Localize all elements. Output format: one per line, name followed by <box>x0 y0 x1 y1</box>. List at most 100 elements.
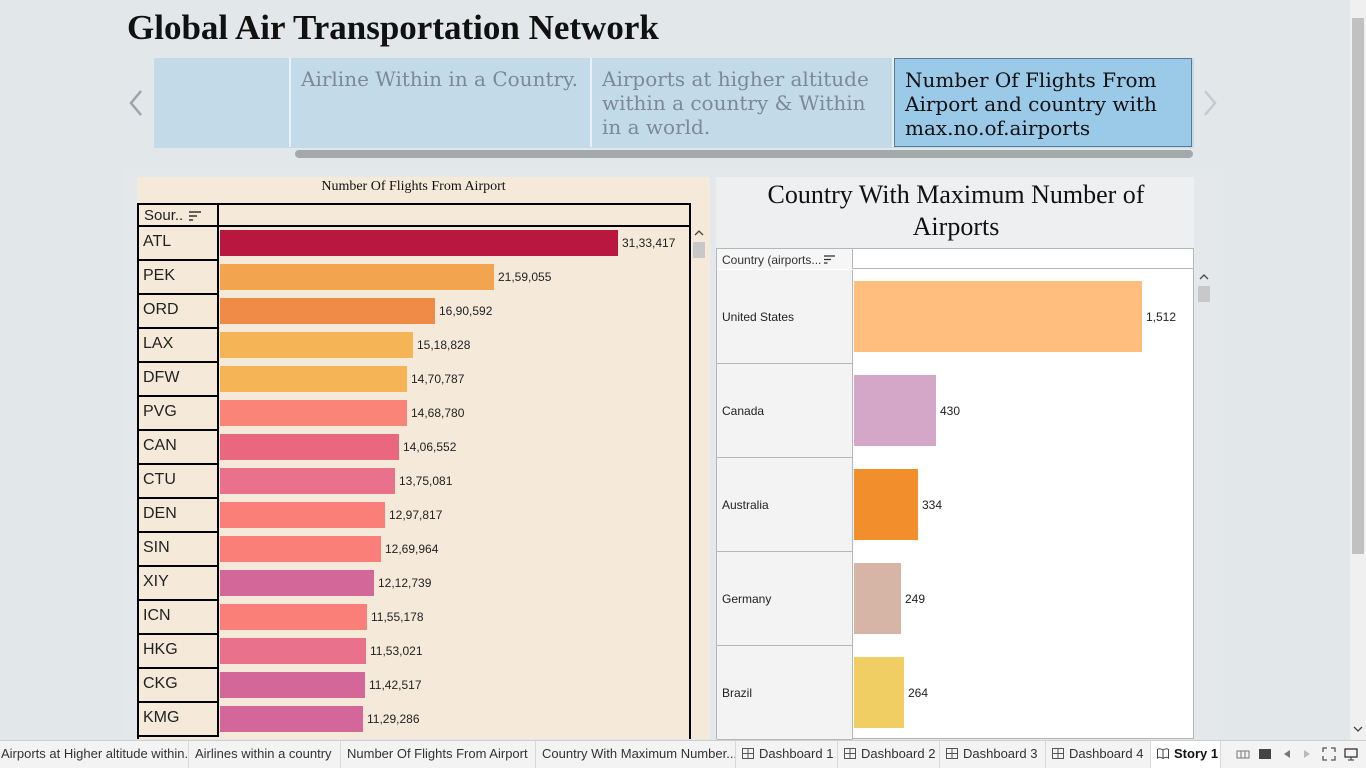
airport-code-label[interactable]: ICN <box>139 601 219 635</box>
sheet-tab[interactable]: Country With Maximum Number... <box>536 741 736 768</box>
story-navigator: Airline Within in a Country. Airports at… <box>154 58 1194 148</box>
sort-icon[interactable] <box>189 211 203 221</box>
airport-code-label[interactable]: PEK <box>139 261 219 295</box>
left-sheet-scrollbar[interactable] <box>691 226 707 739</box>
airport-code-label[interactable]: ORD <box>139 295 219 329</box>
sheet-tab[interactable]: Dashboard 1 <box>736 741 838 768</box>
airports-value-label: 430 <box>940 404 961 418</box>
country-label[interactable]: Germany <box>717 552 853 646</box>
flights-bar[interactable] <box>220 298 435 324</box>
country-label[interactable]: United States <box>717 270 853 364</box>
presentation-mode-icon[interactable] <box>1344 747 1358 761</box>
prev-story-point-button[interactable] <box>124 86 148 120</box>
airports-table-header: Country (airports... <box>717 249 1193 269</box>
flights-bar[interactable] <box>220 366 407 392</box>
flights-bar[interactable] <box>220 638 366 664</box>
story-point-3-active[interactable]: Number Of Flights From Airport and count… <box>894 58 1192 147</box>
scroll-up-icon[interactable] <box>1196 270 1212 284</box>
airport-code-label[interactable]: HKG <box>139 635 219 669</box>
story-point-0[interactable] <box>154 58 291 147</box>
flights-value-label: 11,53,021 <box>370 644 423 658</box>
country-label[interactable]: Canada <box>717 364 853 458</box>
airports-bar[interactable] <box>854 281 1142 352</box>
flights-bar[interactable] <box>220 502 385 528</box>
right-sheet-scrollbar[interactable] <box>1196 270 1212 739</box>
airports-bar[interactable] <box>854 657 904 728</box>
airport-row: CTU 13,75,081 <box>139 465 689 499</box>
next-story-point-button[interactable] <box>1198 86 1222 120</box>
country-column-header[interactable]: Country (airports... <box>717 249 853 269</box>
sheet-tab[interactable]: Airlines within a country <box>189 741 341 768</box>
airport-code-label[interactable]: DEN <box>139 499 219 533</box>
flights-value-label: 13,75,081 <box>399 474 453 488</box>
flights-bar[interactable] <box>220 672 365 698</box>
flights-bar[interactable] <box>220 434 399 460</box>
flights-bar[interactable] <box>220 604 367 630</box>
film-strip-icon[interactable] <box>1236 747 1250 761</box>
scroll-down-icon[interactable] <box>1350 722 1366 736</box>
country-row: United States 1,512 <box>717 270 1193 364</box>
page-scroll-thumb[interactable] <box>1352 18 1364 554</box>
airports-bar[interactable] <box>854 375 936 446</box>
airport-code-label[interactable]: DFW <box>139 363 219 397</box>
airports-bar[interactable] <box>854 563 901 634</box>
airports-bar[interactable] <box>854 469 918 540</box>
previous-sheet-icon[interactable] <box>1280 747 1294 761</box>
country-label[interactable]: Australia <box>717 458 853 552</box>
airports-value-label: 334 <box>922 498 943 512</box>
scroll-thumb[interactable] <box>693 242 705 258</box>
sheet-tab-label: Dashboard 1 <box>759 746 834 761</box>
scroll-up-icon[interactable] <box>691 226 707 240</box>
airport-code-label[interactable]: LAX <box>139 329 219 363</box>
scroll-thumb[interactable] <box>1198 286 1210 302</box>
flights-bar[interactable] <box>220 570 374 596</box>
airport-row: XIY 12,12,739 <box>139 567 689 601</box>
flights-bar[interactable] <box>220 400 407 426</box>
airport-code-label[interactable]: ATL <box>139 227 219 261</box>
country-label[interactable]: Brazil <box>717 646 853 740</box>
country-row: Brazil 264 <box>717 646 1193 740</box>
page-scrollbar[interactable] <box>1350 0 1366 740</box>
story-navigator-scrollbar[interactable] <box>295 150 1193 158</box>
flights-from-airport-sheet: Number Of Flights From Airport Sour.. AT… <box>137 177 710 739</box>
airport-row: PVG 14,68,780 <box>139 397 689 431</box>
next-sheet-icon[interactable] <box>1300 747 1314 761</box>
flights-bar[interactable] <box>220 332 413 358</box>
fullscreen-icon[interactable] <box>1322 747 1336 761</box>
airports-value-label: 249 <box>905 592 926 606</box>
flights-value-label: 15,18,828 <box>417 338 471 352</box>
airport-code-label[interactable]: CKG <box>139 669 219 703</box>
airport-code-label[interactable]: SIN <box>139 533 219 567</box>
flights-bar[interactable] <box>220 264 494 290</box>
sheet-tab[interactable]: Story 1 <box>1151 741 1221 768</box>
source-column-header[interactable]: Sour.. <box>139 205 219 225</box>
country-header-label: Country (airports... <box>722 253 822 267</box>
sheet-tab[interactable]: Dashboard 3 <box>940 741 1046 768</box>
airport-code-label[interactable]: PVG <box>139 397 219 431</box>
flights-value-label: 14,06,552 <box>403 440 457 454</box>
flights-bar[interactable] <box>220 706 363 732</box>
airport-code-label[interactable]: KMG <box>139 703 219 737</box>
sheet-tab[interactable]: Airports at Higher altitude within... <box>0 741 189 768</box>
sheet-tab[interactable]: Dashboard 2 <box>838 741 940 768</box>
airport-code-label[interactable]: CAN <box>139 431 219 465</box>
sort-icon[interactable] <box>824 255 836 264</box>
airport-row: DFW 14,70,787 <box>139 363 689 397</box>
airport-row: DEN 12,97,817 <box>139 499 689 533</box>
story-point-2[interactable]: Airports at higher altitude within a cou… <box>592 58 894 147</box>
flights-bar[interactable] <box>220 230 618 256</box>
sheet-tab[interactable]: Dashboard 4 <box>1046 741 1151 768</box>
airport-row: LAX 15,18,828 <box>139 329 689 363</box>
flights-value-label: 16,90,592 <box>439 304 493 318</box>
sheet-tab-label: Number Of Flights From Airport <box>347 746 528 761</box>
story-point-1[interactable]: Airline Within in a Country. <box>291 58 592 147</box>
tabs-view-icon[interactable] <box>1258 747 1272 761</box>
airport-code-label[interactable]: CTU <box>139 465 219 499</box>
dashboard-icon <box>946 748 958 759</box>
flights-value-label: 12,97,817 <box>389 508 443 522</box>
flights-bar[interactable] <box>220 536 381 562</box>
airport-row: CAN 14,06,552 <box>139 431 689 465</box>
airport-code-label[interactable]: XIY <box>139 567 219 601</box>
sheet-tab[interactable]: Number Of Flights From Airport <box>341 741 536 768</box>
flights-bar[interactable] <box>220 468 395 494</box>
